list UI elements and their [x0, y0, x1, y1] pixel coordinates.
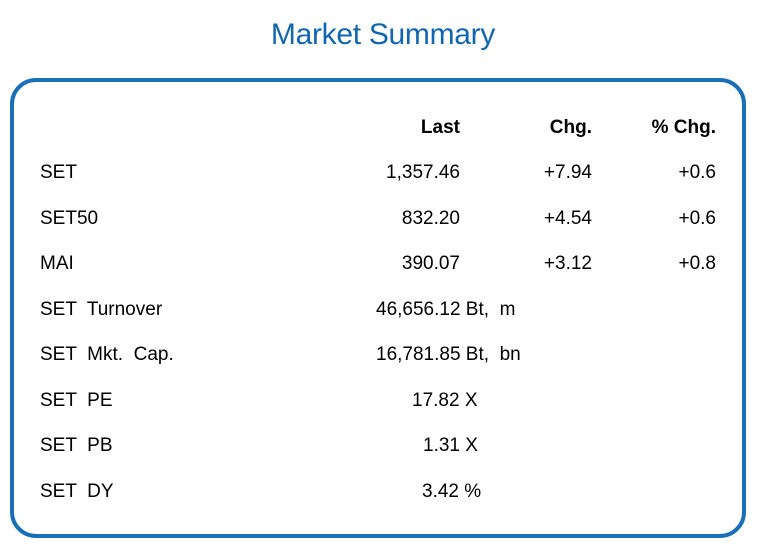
row-name: SET50 [40, 208, 99, 229]
page-title: Market Summary [270, 18, 496, 51]
row-name: SET [40, 162, 77, 183]
stat-value: 46,656.12 Bt, m [376, 299, 516, 320]
row-last: 1,357.46 [386, 162, 460, 183]
market-summary-panel: Last Chg. % Chg. SET 1,357.46 +7.94 +0.6… [10, 78, 746, 538]
row-last: 832.20 [401, 208, 460, 229]
row-last: 390.07 [401, 253, 460, 274]
stat-name: SET PB [40, 435, 113, 456]
row-chg: +4.54 [543, 208, 592, 229]
stat-value: 17.82 X [412, 390, 478, 411]
header-pct-chg: % Chg. [651, 117, 716, 138]
stat-name: SET Turnover [40, 299, 163, 320]
row-name: MAI [40, 253, 74, 274]
stat-name: SET Mkt. Cap. [40, 344, 174, 365]
row-pct-chg: +0.6 [678, 162, 716, 183]
header-chg: Chg. [549, 117, 592, 138]
row-pct-chg: +0.8 [678, 253, 716, 274]
row-chg: +7.94 [543, 162, 592, 183]
stat-value: 3.42 % [422, 481, 482, 502]
stat-value: 1.31 X [423, 435, 478, 456]
header-last: Last [420, 117, 460, 138]
row-pct-chg: +0.6 [678, 208, 716, 229]
stat-name: SET PE [40, 390, 113, 411]
stat-name: SET DY [40, 481, 114, 502]
row-chg: +3.12 [543, 253, 592, 274]
stat-value: 16,781.85 Bt, bn [376, 344, 521, 365]
